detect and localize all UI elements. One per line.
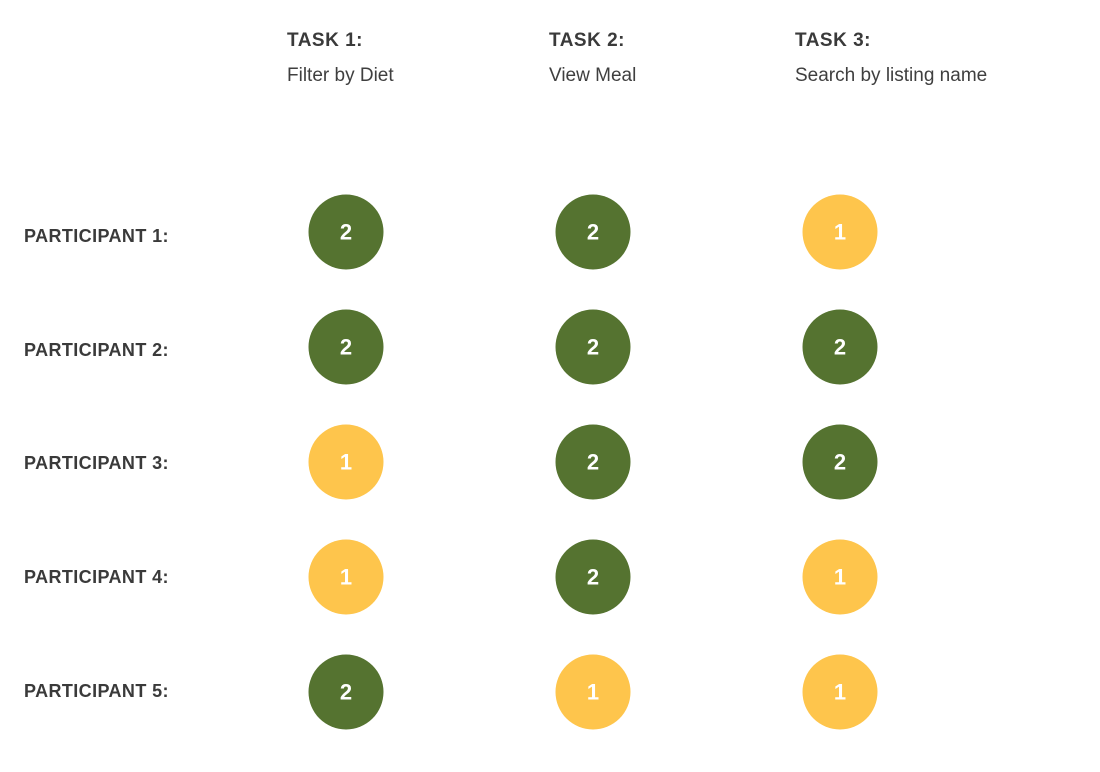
score-dot-p2-t1: 2: [308, 309, 384, 385]
score-dot-p4-t2: 2: [555, 539, 631, 615]
task-name: Filter by Diet: [287, 65, 394, 86]
score-dot-p3-t2: 2: [555, 424, 631, 500]
task-header-1: TASK 1: Filter by Diet: [287, 30, 394, 87]
task-name: View Meal: [549, 65, 637, 86]
score-dot-p3-t1: 1: [308, 424, 384, 500]
participant-label-1: PARTICIPANT 1:: [24, 226, 169, 246]
score-dot-p5-t1: 2: [308, 654, 384, 730]
participant-label-5: PARTICIPANT 5:: [24, 681, 169, 701]
score-dot-p2-t3: 2: [802, 309, 878, 385]
score-dot-p1-t3: 1: [802, 194, 878, 270]
score-dot-p4-t3: 1: [802, 539, 878, 615]
score-dot-p1-t2: 2: [555, 194, 631, 270]
participant-label-4: PARTICIPANT 4:: [24, 567, 169, 587]
score-dot-p3-t3: 2: [802, 424, 878, 500]
score-dot-p2-t2: 2: [555, 309, 631, 385]
score-dot-p5-t3: 1: [802, 654, 878, 730]
task-title: TASK 1:: [287, 30, 363, 51]
participant-label-2: PARTICIPANT 2:: [24, 340, 169, 360]
task-header-2: TASK 2: View Meal: [549, 30, 636, 87]
score-dot-p5-t2: 1: [555, 654, 631, 730]
score-dot-p1-t1: 2: [308, 194, 384, 270]
task-header-3: TASK 3: Search by listing name: [795, 30, 987, 87]
task-name: Search by listing name: [795, 65, 988, 86]
participant-label-3: PARTICIPANT 3:: [24, 453, 169, 473]
task-title: TASK 2:: [549, 30, 625, 51]
score-dot-p4-t1: 1: [308, 539, 384, 615]
task-title: TASK 3:: [795, 30, 871, 51]
